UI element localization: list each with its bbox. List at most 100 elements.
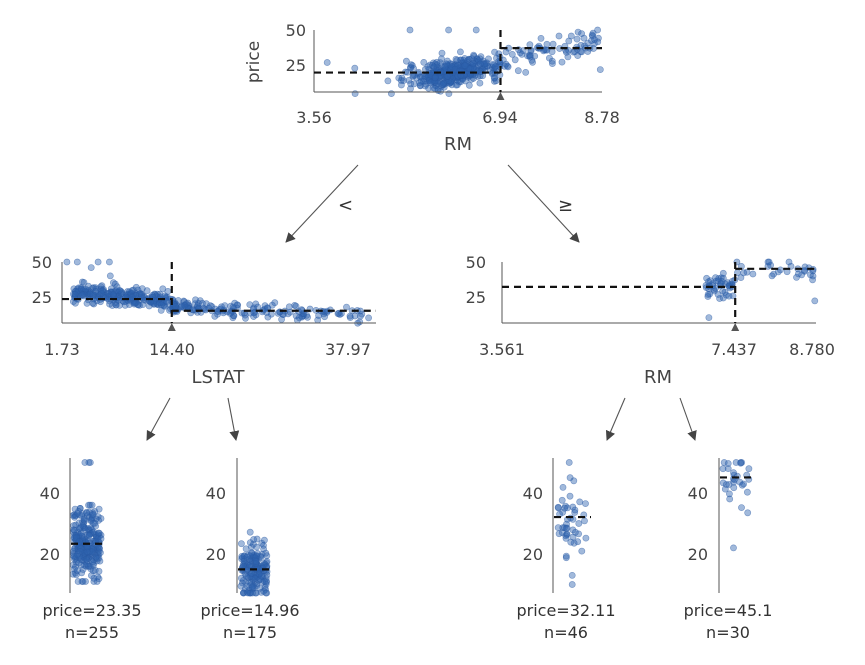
data-point	[89, 511, 97, 518]
data-point	[566, 492, 574, 500]
xtick-right-min: 3.561	[479, 340, 525, 359]
data-point	[397, 77, 405, 84]
ytick-leaf1-20: 20	[40, 545, 60, 564]
data-point	[705, 278, 712, 286]
data-point	[93, 555, 101, 562]
data-point	[555, 32, 563, 40]
data-point	[800, 267, 808, 274]
data-point	[548, 57, 556, 65]
split-marker-root	[496, 92, 505, 100]
leaf1-prediction-label: price=23.35	[42, 601, 141, 620]
edge-arrow-right-leaf4	[679, 397, 697, 441]
data-point	[740, 480, 747, 488]
data-point	[749, 270, 757, 278]
data-point	[441, 63, 449, 71]
data-point	[351, 64, 359, 72]
data-point	[83, 299, 91, 307]
data-point	[476, 60, 484, 68]
ytick-leaf3-20: 20	[523, 545, 543, 564]
node-right-rm: 50 25 3.561 7.437 8.780 RM	[466, 253, 835, 388]
data-point	[431, 74, 439, 82]
data-point	[83, 509, 90, 517]
data-point	[570, 477, 578, 485]
node-left-lstat: 50 25 1.73 14.40 37.97 LSTAT	[32, 253, 376, 388]
data-point	[406, 26, 414, 34]
data-point	[726, 495, 734, 503]
data-point	[582, 500, 589, 507]
ytick-left-50: 50	[32, 253, 52, 272]
data-point	[82, 578, 89, 585]
data-point	[554, 503, 562, 511]
data-point	[74, 578, 82, 585]
edge-arrow-left-leaf1	[146, 397, 171, 441]
data-point	[410, 65, 417, 72]
data-point	[549, 60, 556, 67]
data-point	[443, 72, 451, 80]
data-point	[575, 520, 583, 527]
data-point	[564, 504, 571, 512]
data-point	[420, 59, 428, 66]
data-point	[402, 57, 410, 65]
data-point	[242, 314, 249, 322]
edge-arrow-root-left	[285, 164, 359, 243]
data-point	[567, 32, 575, 40]
data-point	[87, 264, 95, 271]
data-point	[229, 303, 237, 311]
data-point	[82, 285, 90, 293]
data-point	[72, 299, 79, 307]
data-point	[92, 284, 99, 291]
data-point	[292, 302, 300, 310]
data-point	[94, 573, 102, 581]
data-point	[78, 578, 86, 585]
data-point	[793, 273, 800, 281]
data-point	[92, 287, 99, 295]
data-point	[548, 48, 556, 56]
data-point	[253, 535, 261, 543]
data-point	[511, 56, 519, 64]
data-point	[143, 287, 151, 295]
split-marker-left	[167, 323, 176, 331]
data-point	[246, 579, 254, 586]
data-point	[526, 41, 534, 49]
data-point	[286, 308, 294, 316]
data-point	[438, 49, 446, 57]
data-point	[384, 77, 392, 85]
data-point	[250, 536, 257, 543]
data-point	[242, 572, 250, 580]
data-point	[315, 312, 322, 319]
data-point	[569, 526, 577, 534]
data-point	[719, 465, 727, 473]
data-point	[172, 302, 179, 310]
data-point	[730, 469, 737, 477]
data-point	[490, 74, 498, 82]
data-point	[562, 552, 570, 560]
data-point	[89, 291, 97, 299]
data-point	[159, 285, 167, 293]
leaf-node-1: 40 20 price=23.35 n=255	[40, 458, 142, 642]
data-point	[565, 459, 573, 466]
data-point	[285, 303, 293, 311]
data-point	[395, 74, 403, 82]
scatter-points-left	[63, 258, 372, 327]
data-point	[724, 460, 732, 467]
data-point	[437, 87, 444, 95]
data-point	[452, 55, 460, 63]
data-point	[109, 291, 117, 298]
data-point	[442, 60, 450, 68]
data-point	[704, 291, 712, 298]
data-point	[321, 313, 328, 321]
scatter-points-leaf1	[69, 459, 105, 585]
edge-arrow-left-leaf2	[227, 397, 240, 441]
ylabel-root: price	[244, 41, 264, 83]
data-point	[407, 61, 415, 68]
data-point	[537, 35, 545, 42]
data-point	[98, 289, 105, 297]
data-point	[719, 479, 727, 487]
data-point	[410, 80, 418, 88]
data-point	[765, 258, 773, 266]
data-point	[95, 567, 103, 575]
feature-label-root: RM	[444, 134, 472, 155]
data-point	[71, 545, 78, 553]
feature-label-left: LSTAT	[192, 367, 246, 388]
data-point	[465, 81, 473, 89]
